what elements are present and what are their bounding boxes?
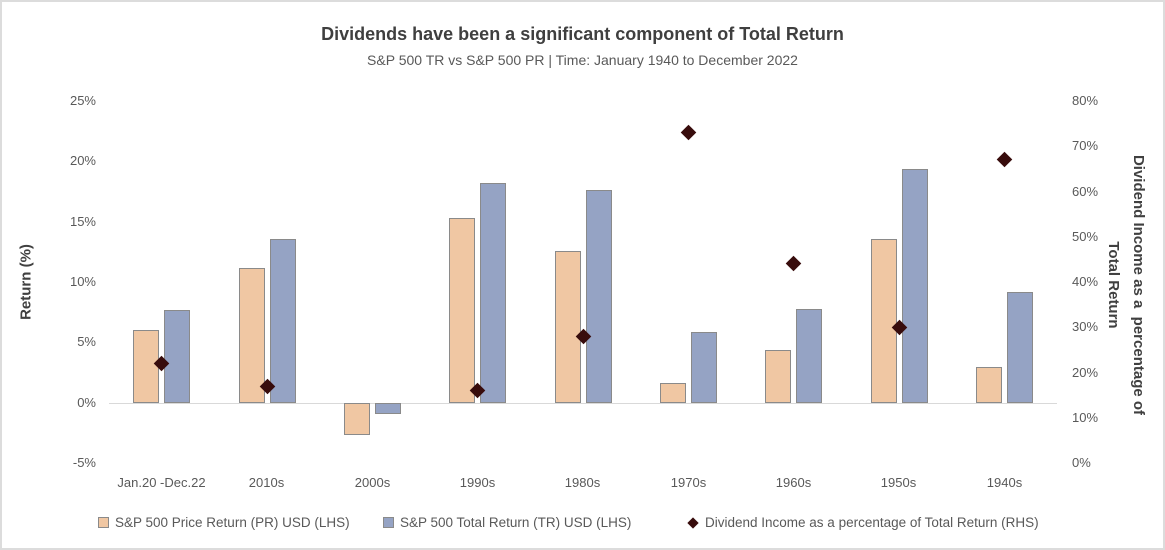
- right-axis-tick-label: 70%: [1072, 138, 1099, 153]
- price-return-bar: [976, 366, 1002, 403]
- x-axis-category-label: 2000s: [354, 475, 391, 490]
- total-return-bar: [691, 331, 717, 403]
- left-axis-tick-label: 0%: [77, 395, 96, 410]
- left-axis-tick-label: 10%: [69, 274, 96, 289]
- total-return-bar: [164, 309, 190, 403]
- legend-label-price-return: S&P 500 Price Return (PR) USD (LHS): [115, 515, 350, 530]
- chart-subtitle: S&P 500 TR vs S&P 500 PR | Time: January…: [367, 52, 798, 68]
- total-return-swatch-icon: [383, 517, 394, 528]
- total-return-bar: [586, 190, 612, 403]
- price-return-bar: [449, 218, 475, 403]
- right-axis-tick-label: 20%: [1072, 365, 1099, 380]
- price-return-bar: [765, 349, 791, 403]
- zero-gridline: [109, 403, 1057, 404]
- x-axis-category-label: 1940s: [986, 475, 1023, 490]
- x-axis-category-label: 1960s: [775, 475, 812, 490]
- right-axis-tick-label: 60%: [1072, 184, 1099, 199]
- x-axis-category-label: Jan.20 -Dec.22: [117, 475, 206, 490]
- price-return-bar: [660, 383, 686, 403]
- total-return-bar: [796, 308, 822, 403]
- price-return-bar: [555, 250, 581, 403]
- legend: S&P 500 Price Return (PR) USD (LHS) S&P …: [2, 514, 1163, 532]
- legend-label-dividend-income: Dividend Income as a percentage of Total…: [705, 515, 1039, 530]
- total-return-bar: [270, 238, 296, 403]
- x-axis-category-label: 1990s: [459, 475, 496, 490]
- legend-item-total-return: S&P 500 Total Return (TR) USD (LHS): [383, 514, 631, 531]
- right-axis-tick-label: 30%: [1072, 319, 1099, 334]
- left-axis-tick-label: 20%: [69, 153, 96, 168]
- legend-item-price-return: S&P 500 Price Return (PR) USD (LHS): [98, 514, 350, 531]
- price-return-bar: [344, 402, 370, 436]
- left-axis-tick-label: 25%: [69, 93, 96, 108]
- dividend-income-diamond-marker: [785, 255, 802, 272]
- x-axis-category-label: 1950s: [880, 475, 917, 490]
- left-axis-tick-label: 15%: [69, 214, 96, 229]
- dividend-diamond-icon: [687, 516, 699, 529]
- price-return-bar: [133, 330, 159, 403]
- right-axis-tick-label: 80%: [1072, 93, 1099, 108]
- price-return-bar: [871, 238, 897, 403]
- x-axis-category-label: 1970s: [670, 475, 707, 490]
- left-axis-tick-label: 5%: [77, 334, 96, 349]
- total-return-bar: [480, 183, 506, 403]
- chart-title: Dividends have been a significant compon…: [321, 24, 844, 44]
- legend-item-dividend-income: Dividend Income as a percentage of Total…: [687, 514, 1039, 531]
- x-axis-category-label: 2010s: [248, 475, 285, 490]
- dividend-income-diamond-marker: [996, 151, 1013, 168]
- total-return-bar: [1007, 291, 1033, 403]
- total-return-bar: [375, 402, 401, 414]
- total-return-bar: [902, 168, 928, 403]
- right-axis-tick-label: 40%: [1072, 274, 1099, 289]
- dividend-income-diamond-marker: [680, 124, 697, 141]
- legend-label-total-return: S&P 500 Total Return (TR) USD (LHS): [400, 515, 632, 530]
- right-axis-tick-label: 50%: [1072, 229, 1099, 244]
- right-axis-tick-label: 0%: [1072, 455, 1091, 470]
- price-return-swatch-icon: [98, 517, 109, 528]
- left-axis-tick-label: -5%: [72, 455, 96, 470]
- price-return-bar: [239, 267, 265, 403]
- x-axis-category-label: 1980s: [564, 475, 601, 490]
- right-axis-tick-label: 10%: [1072, 410, 1099, 425]
